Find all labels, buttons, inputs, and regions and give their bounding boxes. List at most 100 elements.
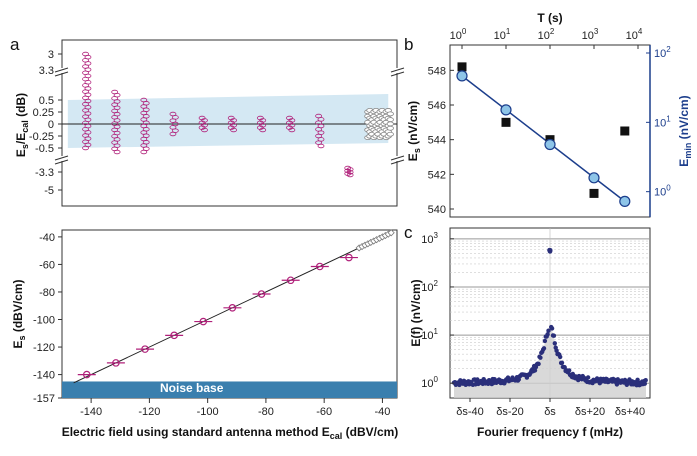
a-bottom-xtick-label: -120 [138, 406, 160, 418]
a-top-ratio-marker [256, 125, 264, 130]
a-top-ratio-marker [230, 118, 238, 123]
panel-a-bottom: Noise base -140 -120 -100 -80 -60 -40 -40-60-… [11, 229, 399, 441]
b-right-tick-label: 101 [654, 114, 671, 129]
a-bottom-xtick-label: -100 [197, 406, 219, 418]
a-top-ratio-marker [286, 115, 293, 121]
a-top-ytick-label: -0.25 [29, 131, 54, 143]
a-bottom-marker [141, 345, 149, 353]
panel-c: δs-40 δs-20 δs δs+20 δs+40 103 102 101 100 E(f) … [409, 227, 651, 439]
a-bottom-marker [82, 370, 91, 379]
a-bottom-marker [286, 276, 295, 285]
a-top-ytick-label: 3 [48, 49, 54, 61]
b-es-marker [457, 62, 467, 72]
b-emin-marker [619, 195, 631, 207]
a-top-ratio-marker [140, 149, 148, 155]
noise-base-label: Noise base [160, 381, 224, 395]
c-ticks: δs-40 δs-20 δs δs+20 δs+40 103 102 101 100 [421, 231, 645, 418]
c-spectrum-point [559, 360, 565, 365]
a-top-ratio-marker [113, 149, 121, 155]
b-ylabel-left: Es (nV/cm) [406, 101, 422, 161]
c-spectrum-point [549, 326, 555, 331]
a-top-ratio-marker [198, 125, 206, 130]
a-top-gray-marker [386, 131, 394, 137]
a-top-gray-marker [386, 117, 394, 123]
a-top-ratio-marker [169, 131, 177, 137]
b-markers [456, 62, 631, 207]
a-top-ratio-marker [317, 143, 325, 149]
a-bottom-marker [228, 304, 237, 312]
a-top-ratio-marker [286, 125, 293, 130]
b-left-tick-label: 546 [428, 100, 446, 112]
a-top-frame [61, 39, 398, 207]
a-bottom-marker [112, 359, 120, 367]
b-es-marker [620, 126, 630, 136]
c-spectrum-point [541, 346, 547, 351]
a-top-ratio-marker [288, 118, 296, 123]
a-top-ratio-marker [198, 120, 206, 125]
a-top-ratio-marker [256, 115, 264, 121]
a-top-ratio-marker [82, 145, 89, 151]
c-xtick-label: δs+40 [615, 406, 645, 418]
c-spectrum-point [552, 341, 557, 346]
c-spectrum-points [451, 247, 648, 388]
a-top-ytick-label: 0.5 [39, 95, 54, 107]
a-top-y-ticks: 3 3.3 0.50.250-0.25-0.5 -3.3 -5 [29, 49, 62, 197]
a-top-ytick-label: 0 [48, 119, 54, 131]
a-top-ratio-marker [259, 127, 267, 133]
panel-a-top: 3 3.3 0.50.250-0.25-0.5 -3.3 -5 Es/Ecal (dB) [14, 39, 405, 207]
b-left-tick-label: 542 [428, 169, 446, 181]
a-top-ratio-marker [346, 172, 354, 178]
b-emin-marker [544, 138, 556, 151]
a-bottom-x-ticks: -140 -120 -100 -80 -60 -40 [80, 398, 390, 418]
a-top-ratio-marker [227, 125, 235, 130]
a-top-ratio-marker [259, 118, 267, 123]
c-spectrum-point [546, 328, 551, 333]
a-bottom-xtick-label: -60 [316, 406, 332, 418]
b-left-tick-label: 544 [428, 135, 446, 147]
a-bottom-xtick-label: -140 [80, 406, 102, 418]
c-spectrum-point [554, 348, 559, 353]
a-top-ratio-marker [256, 120, 264, 125]
a-bottom-marker [170, 331, 178, 340]
b-left-tick-label: 540 [428, 204, 446, 216]
a-top-gray-marker [386, 125, 394, 131]
a-bottom-marker [345, 253, 353, 262]
c-xtick-label: δs [544, 406, 556, 418]
a-top-ratio-marker [201, 127, 208, 133]
c-fill-shape [454, 320, 646, 398]
a-top-ratio-marker [259, 122, 267, 128]
a-top-gray-marker [386, 111, 394, 117]
a-top-ytick-label: -3.3 [35, 167, 54, 179]
a-bottom-xlabel: Electric field using standard antenna me… [62, 425, 399, 441]
a-top-ratio-marker [227, 115, 235, 121]
a-bottom-ytick-label: -157 [33, 393, 55, 405]
a-top-ratio-marker [227, 120, 235, 125]
a-top-ratio-marker [201, 122, 208, 128]
a-bottom-y-ticks: -40 -60 -80 -100 -120 -140 -157 [33, 232, 62, 405]
b-right-tick-label: 100 [654, 184, 671, 199]
a-bottom-marker [199, 317, 208, 326]
a-bottom-markers [77, 229, 395, 379]
c-xtick-label: δs+20 [575, 406, 605, 418]
b-fit-line [461, 75, 626, 202]
b-ylabel-right: Emin (nV/cm) [677, 95, 693, 166]
a-top-confidence-band [67, 94, 389, 148]
a-top-ytick-label: -0.5 [35, 143, 54, 155]
c-spectrum-point [542, 338, 548, 344]
a-bottom-ytick-label: -140 [33, 370, 55, 382]
a-top-ratio-marker [288, 122, 296, 128]
panel-label-a: a [10, 35, 20, 54]
b-ticks: 548 546 544 542 540 100 101 102 103 104 102 101 100 [428, 27, 672, 216]
a-top-ylabel: Es/Ecal (dB) [14, 93, 30, 157]
panel-label-b: b [404, 35, 413, 54]
b-emin-marker [456, 70, 468, 82]
b-emin-marker [500, 104, 512, 116]
b-es-marker [589, 188, 599, 198]
c-xlabel: Fourier frequency f (mHz) [477, 425, 623, 439]
b-top-tick-label: 100 [450, 27, 467, 42]
a-bottom-ytick-label: -80 [39, 287, 55, 299]
c-xtick-label: δs-20 [496, 406, 524, 418]
a-top-gray-marker [386, 121, 394, 127]
a-bottom-strong-marker [387, 229, 395, 237]
